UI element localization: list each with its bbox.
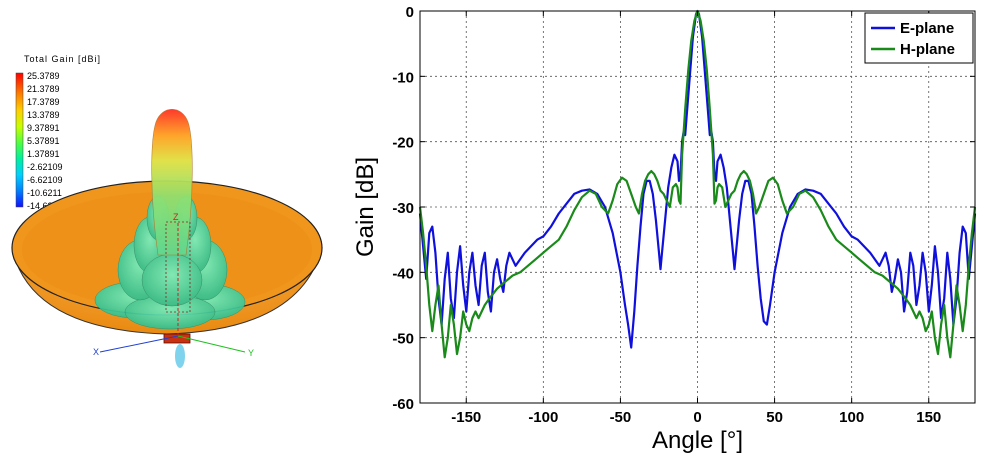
x-axis-letter: X <box>93 347 99 357</box>
back-lobe <box>175 344 185 368</box>
y-axis-title: Gain [dB] <box>352 157 379 257</box>
colorbar-label: -14.6211 <box>27 201 62 211</box>
colorbar-label: 25.3789 <box>27 71 60 81</box>
x-tick-labels: -150 -100 -50 0 50 100 150 <box>451 409 941 426</box>
colorbar-title: Total Gain [dBi] <box>24 54 101 64</box>
colorbar-label: 9.37891 <box>27 123 60 133</box>
legend-box <box>864 12 974 64</box>
radiation-pattern-3d: Total Gain [dBi] 25.3789 21.3789 17.3789 13… <box>0 0 345 460</box>
y-tick-label: 0 <box>406 4 414 21</box>
legend-label: E-plane <box>900 20 954 37</box>
z-axis-letter: Z <box>173 212 179 222</box>
colorbar-label: 5.37891 <box>27 136 60 146</box>
gain-chart: -150 -100 -50 0 50 100 150 0 -10 -20 -30 -40 -50 -60… <box>345 0 989 460</box>
y-tick-label: -40 <box>392 265 414 282</box>
y-tick-label: -10 <box>392 69 414 86</box>
x-tick-label: 150 <box>916 409 941 426</box>
y-axis-letter: Y <box>248 348 254 358</box>
x-tick-label: -150 <box>451 409 481 426</box>
colorbar-label: 13.3789 <box>27 110 60 120</box>
y-tick-label: -60 <box>392 396 414 413</box>
colorbar-label: -10.6211 <box>27 188 62 198</box>
radiation-pattern-render: Total Gain [dBi] 25.3789 21.3789 17.3789 13… <box>11 54 323 368</box>
chart-grid <box>420 11 975 403</box>
colorbar-labels: 25.3789 21.3789 17.3789 13.3789 9.37891 5.378… <box>27 71 63 211</box>
colorbar-label: 1.37891 <box>27 149 60 159</box>
y-tick-label: -30 <box>392 200 414 217</box>
legend-label: H-plane <box>900 41 955 58</box>
x-tick-label: 0 <box>693 409 701 426</box>
feed-structure <box>165 221 191 313</box>
y-tick-label: -50 <box>392 331 414 348</box>
y-axis-line <box>177 335 246 353</box>
chart-legend: E-plane H-plane <box>864 12 974 64</box>
y-tick-labels: 0 -10 -20 -30 -40 -50 -60 <box>392 4 414 413</box>
x-tick-label: -50 <box>610 409 632 426</box>
colorbar <box>15 72 24 208</box>
x-tick-label: 50 <box>766 409 783 426</box>
colorbar-label: 21.3789 <box>27 84 60 94</box>
y-tick-label: -20 <box>392 135 414 152</box>
chart-ticks <box>420 10 975 404</box>
colorbar-label: 17.3789 <box>27 97 60 107</box>
colorbar-label: -2.62109 <box>27 162 63 172</box>
gain-chart-svg: -150 -100 -50 0 50 100 150 0 -10 -20 -30 -40 -50 -60… <box>352 4 977 454</box>
x-tick-label: -100 <box>528 409 558 426</box>
main-lobe <box>151 108 193 256</box>
x-axis-line <box>99 335 179 353</box>
x-tick-label: 100 <box>839 409 864 426</box>
colorbar-label: -6.62109 <box>27 175 63 185</box>
x-axis-title: Angle [°] <box>652 427 743 454</box>
